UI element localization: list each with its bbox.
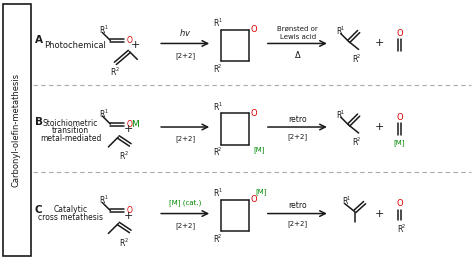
Text: [2+2]: [2+2]: [288, 134, 308, 140]
Text: 2: 2: [218, 234, 221, 239]
Text: O: O: [396, 29, 403, 38]
Text: R: R: [100, 26, 105, 35]
Text: R: R: [213, 148, 219, 157]
Text: O: O: [251, 195, 257, 204]
Text: 2: 2: [115, 67, 118, 72]
Text: O: O: [396, 199, 403, 208]
Text: +: +: [124, 124, 133, 134]
Text: B: B: [35, 117, 43, 127]
Text: 2: 2: [218, 147, 221, 152]
Text: R: R: [336, 27, 341, 36]
Text: 1: 1: [218, 18, 221, 23]
Text: 2: 2: [124, 238, 128, 243]
Text: O: O: [251, 25, 257, 34]
Text: O: O: [396, 113, 403, 122]
Text: R: R: [119, 152, 125, 161]
Text: R: R: [336, 110, 341, 120]
Text: O: O: [127, 120, 132, 128]
Text: 2: 2: [356, 54, 360, 59]
Text: R: R: [342, 197, 347, 206]
Text: [M]: [M]: [394, 140, 405, 146]
Text: 1: 1: [218, 188, 221, 193]
Text: 2: 2: [401, 224, 405, 229]
Text: +: +: [375, 122, 384, 132]
Text: R: R: [100, 109, 105, 119]
Text: retro: retro: [289, 115, 307, 123]
Bar: [3, 4, 31, 256]
Text: retro: retro: [289, 201, 307, 210]
Text: Brønsted or: Brønsted or: [277, 25, 318, 31]
Text: [2+2]: [2+2]: [175, 222, 195, 229]
Text: O: O: [127, 36, 132, 45]
Text: [M]: [M]: [253, 147, 264, 153]
Text: [2+2]: [2+2]: [175, 135, 195, 142]
Text: R: R: [213, 19, 219, 28]
Text: 2: 2: [124, 151, 128, 156]
Text: [M] (cat.): [M] (cat.): [169, 199, 201, 206]
Text: metal-mediated: metal-mediated: [40, 134, 101, 144]
Text: 1: 1: [104, 109, 108, 114]
Text: 1: 1: [218, 102, 221, 107]
Text: O: O: [251, 109, 257, 118]
Text: 1: 1: [341, 110, 344, 115]
Text: 2: 2: [356, 138, 360, 142]
Text: 1: 1: [341, 26, 344, 31]
Text: R: R: [352, 138, 357, 147]
Text: Lewis acid: Lewis acid: [280, 35, 316, 41]
Text: 2: 2: [218, 64, 221, 69]
Text: 1: 1: [346, 196, 350, 201]
Text: A: A: [35, 35, 43, 45]
Text: 1: 1: [104, 195, 108, 200]
Text: 1: 1: [104, 25, 108, 30]
Text: R: R: [213, 235, 219, 244]
Text: [M]: [M]: [255, 188, 267, 195]
Text: M: M: [131, 120, 139, 128]
Text: Photochemical: Photochemical: [45, 41, 106, 50]
Text: +: +: [131, 41, 140, 50]
Text: Catalytic: Catalytic: [54, 205, 88, 214]
Text: R: R: [100, 196, 105, 205]
Text: R: R: [213, 103, 219, 112]
Text: Carbonyl-olefin-metathesis: Carbonyl-olefin-metathesis: [11, 73, 20, 187]
Text: [2+2]: [2+2]: [175, 52, 195, 59]
Text: +: +: [375, 209, 384, 219]
Text: Stoichiometric: Stoichiometric: [43, 119, 98, 128]
Text: +: +: [124, 211, 133, 220]
Text: R: R: [397, 225, 402, 234]
Text: Δ: Δ: [295, 51, 301, 60]
Text: R: R: [213, 65, 219, 74]
Text: O: O: [127, 206, 132, 215]
Text: cross metathesis: cross metathesis: [38, 213, 103, 222]
Text: R: R: [213, 189, 219, 198]
Text: C: C: [35, 205, 42, 214]
Text: $hv$: $hv$: [179, 27, 191, 38]
Text: +: +: [375, 38, 384, 48]
Text: transition: transition: [52, 127, 89, 135]
Text: [2+2]: [2+2]: [288, 220, 308, 227]
Text: R: R: [110, 68, 116, 77]
Text: R: R: [119, 239, 125, 248]
Text: R: R: [352, 55, 357, 64]
